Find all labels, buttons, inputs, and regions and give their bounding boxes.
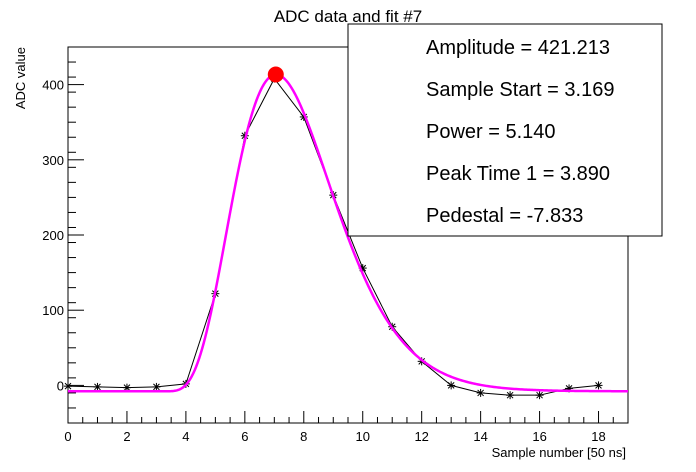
data-point [64, 382, 72, 391]
data-point [506, 391, 515, 400]
x-axis: 0 2 4 6 8 10 12 14 16 18 [64, 411, 629, 444]
stat-power: Power = 5.140 [426, 121, 556, 143]
data-point [93, 382, 102, 391]
y-tick-label: 400 [42, 78, 64, 93]
stat-sample-start: Sample Start = 3.169 [426, 79, 614, 101]
stats-box-frame [347, 23, 663, 237]
y-tick-label: 0 [57, 378, 64, 393]
stat-pedestal: Pedestal = -7.833 [426, 205, 583, 227]
data-point [476, 388, 485, 397]
y-tick-label: 300 [42, 153, 64, 168]
x-tick-label: 16 [532, 429, 546, 444]
x-tick-label: 8 [300, 429, 307, 444]
y-tick-label: 100 [42, 303, 64, 318]
data-point [152, 382, 161, 391]
x-tick-label: 0 [64, 429, 71, 444]
y-tick-label: 200 [42, 228, 64, 243]
data-point [535, 391, 544, 400]
x-tick-label: 2 [123, 429, 130, 444]
y-axis: 0 100 200 300 400 [42, 46, 84, 424]
peak-marker [267, 66, 284, 83]
stat-peak-time: Peak Time 1 = 3.890 [426, 163, 610, 185]
x-tick-label: 12 [414, 429, 428, 444]
data-point [594, 381, 603, 390]
x-tick-label: 4 [182, 429, 189, 444]
x-tick-label: 14 [473, 429, 487, 444]
x-axis-title: Sample number [50 ns] [492, 445, 626, 460]
x-tick-label: 18 [591, 429, 605, 444]
data-point [447, 381, 456, 390]
x-tick-label: 10 [356, 429, 370, 444]
fit-curve [68, 73, 628, 393]
fit-stats-box: Amplitude = 421.213 Sample Start = 3.169… [347, 23, 663, 237]
stat-amplitude: Amplitude = 421.213 [426, 37, 610, 59]
x-tick-label: 6 [241, 429, 248, 444]
y-axis-title: ADC value [13, 47, 28, 109]
chart-title: ADC data and fit #7 [274, 7, 422, 26]
